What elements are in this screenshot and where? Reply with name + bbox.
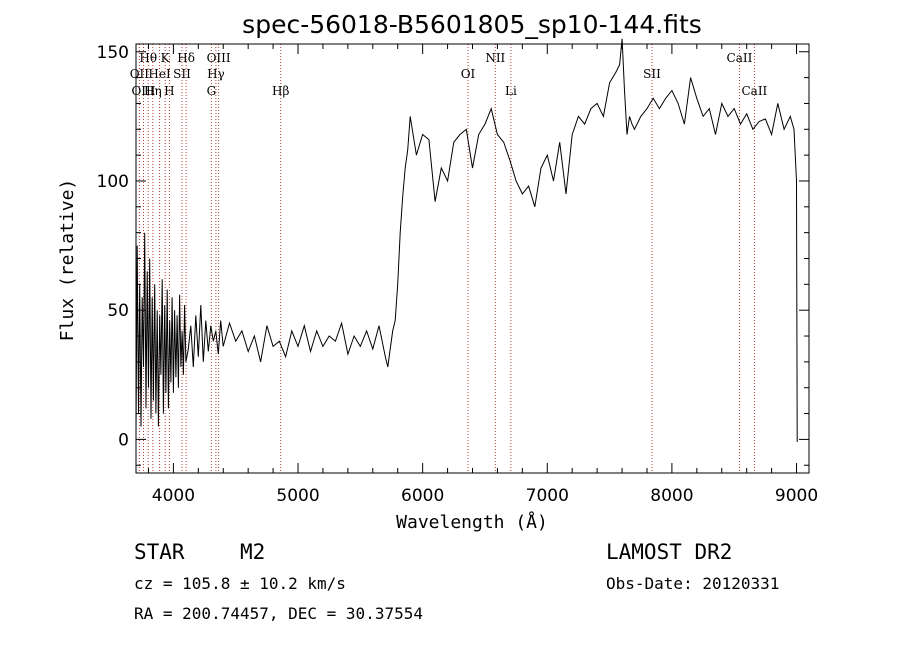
spectral-line-label: NII [485, 51, 505, 65]
x-axis: 4000 5000 6000 7000 8000 9000 [147, 44, 818, 506]
spectral-line-label: CaII [741, 84, 767, 98]
spectral-line-label: OII [130, 67, 150, 81]
survey-name: LAMOST DR2 [606, 540, 733, 564]
y-tick-label: 100 [97, 172, 129, 192]
spectral-line-label: SII [173, 67, 191, 81]
x-tick-label: 9000 [775, 486, 818, 506]
x-tick-label: 8000 [650, 486, 693, 506]
spectral-line-label: Hδ [177, 51, 195, 65]
object-subclass: M2 [240, 540, 266, 564]
spectral-line-label: Hγ [207, 67, 225, 81]
spectral-line-label: OIII [207, 51, 231, 65]
spectral-line-label: H [164, 84, 174, 98]
x-tick-label: 5000 [276, 486, 319, 506]
x-axis-label: Wavelength (Å) [396, 511, 548, 533]
spectral-line-label: Hθ [139, 51, 157, 65]
spectral-line-label: Hη [144, 84, 162, 98]
obs-date: Obs-Date: 20120331 [606, 574, 780, 593]
plot-frame [135, 43, 810, 474]
object-class: STAR [134, 540, 185, 564]
spectral-line-label: Hβ [272, 84, 289, 98]
y-tick-label: 150 [97, 43, 129, 63]
y-axis-label: Flux (relative) [57, 179, 78, 342]
chart-title: spec-56018-B5601805_sp10-144.fits [242, 10, 702, 39]
y-tick-label: 0 [118, 430, 129, 450]
spectral-line-label: OIII [131, 84, 155, 98]
spectral-line-label: CaII [727, 51, 753, 65]
spectral-line-label: SII [643, 67, 661, 81]
spectral-line-label: G [207, 84, 217, 98]
spectral-line-label: K [161, 51, 171, 65]
spectral-line-label: HeI [148, 67, 171, 81]
x-tick-label: 4000 [152, 486, 195, 506]
spectrum-line [135, 38, 798, 443]
x-tick-label: 6000 [401, 486, 444, 506]
y-axis: 0 50 100 150 [97, 43, 809, 466]
coordinates: RA = 200.74457, DEC = 30.37554 [134, 604, 423, 623]
redshift-info: cz = 105.8 ± 10.2 km/s [134, 574, 346, 593]
x-tick-label: 7000 [526, 486, 569, 506]
spectral-line-label: OI [461, 67, 476, 81]
y-tick-label: 50 [107, 301, 129, 321]
spectral-line-label: Li [505, 84, 517, 98]
